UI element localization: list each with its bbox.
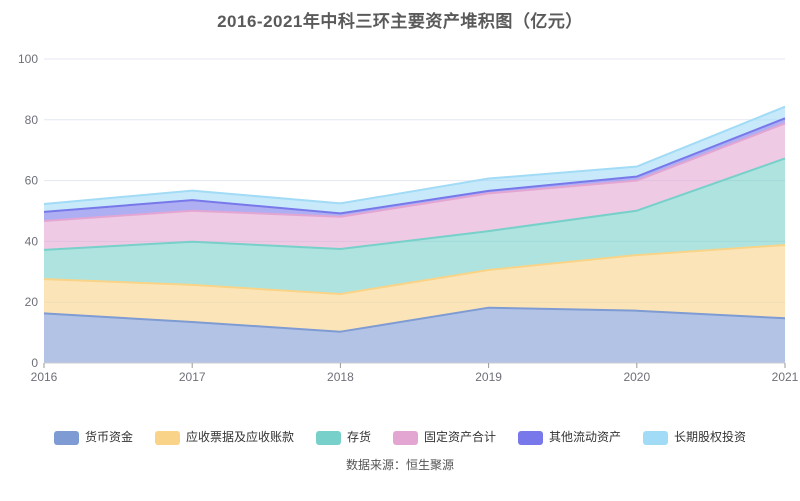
x-axis-label-2016: 2016 (31, 370, 58, 384)
stacked-area-plot: 2016 2017 2018 2019 2020 2021 0 20 40 60 80 100 (18, 52, 799, 384)
legend-label: 应收票据及应收账款 (185, 430, 294, 444)
legend-label: 长期股权投资 (674, 430, 747, 444)
x-axis-label-2020: 2020 (623, 370, 650, 384)
legend-swatch-icon (643, 430, 669, 445)
y-axis-label-100: 100 (18, 52, 38, 66)
line-其他流动资产 (43, 117, 786, 215)
legend-label: 存货 (346, 430, 371, 444)
area-固定资产合计[interactable] (44, 123, 785, 250)
legend-swatch-icon (393, 430, 418, 445)
legend-item-应收票据及应收账款[interactable]: 应收票据及应收账款 (154, 430, 294, 445)
y-axis-label-60: 60 (25, 174, 39, 188)
legend-item-其他流动资产[interactable]: 其他流动资产 (518, 430, 621, 445)
legend-item-固定资产合计[interactable]: 固定资产合计 (393, 430, 496, 445)
legend-swatch-icon (315, 430, 341, 445)
line-长期股权投资 (43, 105, 786, 205)
y-axis-label-80: 80 (25, 113, 39, 127)
legend-item-长期股权投资[interactable]: 长期股权投资 (643, 430, 746, 445)
legend-swatch-icon (518, 430, 544, 445)
line-存货 (43, 157, 786, 251)
y-axis-label-40: 40 (25, 234, 39, 248)
y-axis-label-20: 20 (25, 295, 39, 309)
x-axis-label-2021: 2021 (772, 370, 799, 384)
legend-label: 货币资金 (84, 430, 133, 444)
legend-label: 其他流动资产 (549, 430, 622, 444)
legend-swatch-icon (154, 430, 180, 445)
chart-title: 2016-2021年中科三环主要资产堆积图（亿元） (217, 12, 583, 31)
legend-swatch-icon (53, 430, 79, 445)
legend: 货币资金 应收票据及应收账款 存货 固定资产合计 其他流动资产 长期股权投资 (0, 430, 800, 445)
x-axis-label-2019: 2019 (475, 370, 502, 384)
legend-item-货币资金[interactable]: 货币资金 (53, 430, 133, 445)
line-固定资产合计 (43, 122, 786, 222)
legend-item-存货[interactable]: 存货 (315, 430, 371, 445)
legend-label: 固定资产合计 (424, 430, 497, 444)
area-存货[interactable] (44, 158, 785, 294)
x-axis-label-2017: 2017 (179, 370, 206, 384)
area-应收票据及应收账款[interactable] (44, 245, 785, 332)
area-货币资金[interactable] (44, 307, 785, 363)
data-source: 数据来源：恒生聚源 (345, 458, 454, 472)
x-axis-label-2018: 2018 (327, 370, 354, 384)
line-应收票据及应收账款 (43, 244, 786, 295)
y-axis-label-0: 0 (31, 356, 38, 370)
line-货币资金 (43, 306, 786, 333)
area-长期股权投资[interactable] (44, 106, 785, 214)
area-其他流动资产[interactable] (44, 118, 785, 221)
